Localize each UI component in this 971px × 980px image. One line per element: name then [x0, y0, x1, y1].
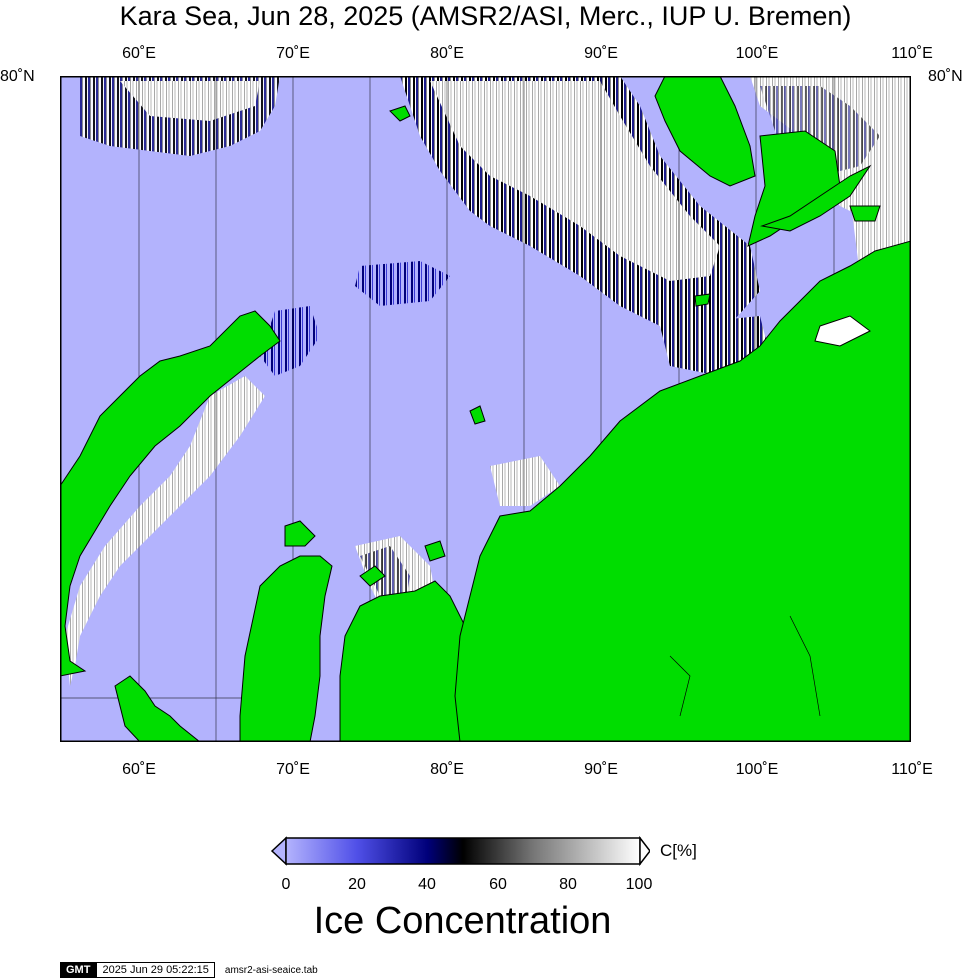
timestamp: 2025 Jun 29 05:22:15: [96, 962, 215, 978]
source-file: amsr2-asi-seaice.tab: [224, 964, 318, 976]
lon-label-top: 60˚E: [122, 45, 156, 62]
lon-label-bottom: 60˚E: [122, 761, 156, 778]
lon-label-top: 90˚E: [584, 45, 618, 62]
colorbar-tick: 60: [489, 876, 507, 893]
colorbar-title: Ice Concentration: [313, 900, 612, 942]
map-title: Kara Sea, Jun 28, 2025 (AMSR2/ASI, Merc.…: [119, 1, 852, 31]
river-lines: [669, 615, 821, 717]
colorbar: [270, 836, 650, 866]
land: [60, 76, 911, 742]
lon-label-top: 100˚E: [735, 45, 779, 62]
lat-label-right: 80˚N: [928, 68, 963, 85]
lat-label-left: 80˚N: [0, 68, 35, 85]
lon-label-top: 110˚E: [891, 45, 933, 62]
gmt-logo: GMT: [60, 962, 97, 978]
lon-label-bottom: 90˚E: [584, 761, 618, 778]
colorbar-gradient: [285, 837, 641, 865]
colorbar-tick: 100: [625, 876, 653, 893]
colorbar-unit: C[%]: [660, 841, 697, 860]
colorbar-tick: 40: [418, 876, 436, 893]
sea-ice-map: [60, 76, 911, 742]
map-frame: [60, 76, 911, 742]
lon-label-bottom: 80˚E: [430, 761, 464, 778]
lon-label-top: 80˚E: [430, 45, 464, 62]
lon-label-bottom: 70˚E: [276, 761, 310, 778]
gmt-timestamp: GMT 2025 Jun 29 05:22:15 amsr2-asi-seaic…: [60, 962, 318, 978]
lon-label-top: 70˚E: [276, 45, 310, 62]
colorbar-max-arrow: [639, 836, 650, 866]
lon-label-bottom: 100˚E: [735, 761, 779, 778]
colorbar-tick: 80: [559, 876, 577, 893]
colorbar-min-arrow: [270, 836, 287, 866]
colorbar-tick: 0: [281, 876, 291, 893]
colorbar-tick: 20: [348, 876, 366, 893]
lon-label-bottom: 110˚E: [891, 761, 933, 778]
